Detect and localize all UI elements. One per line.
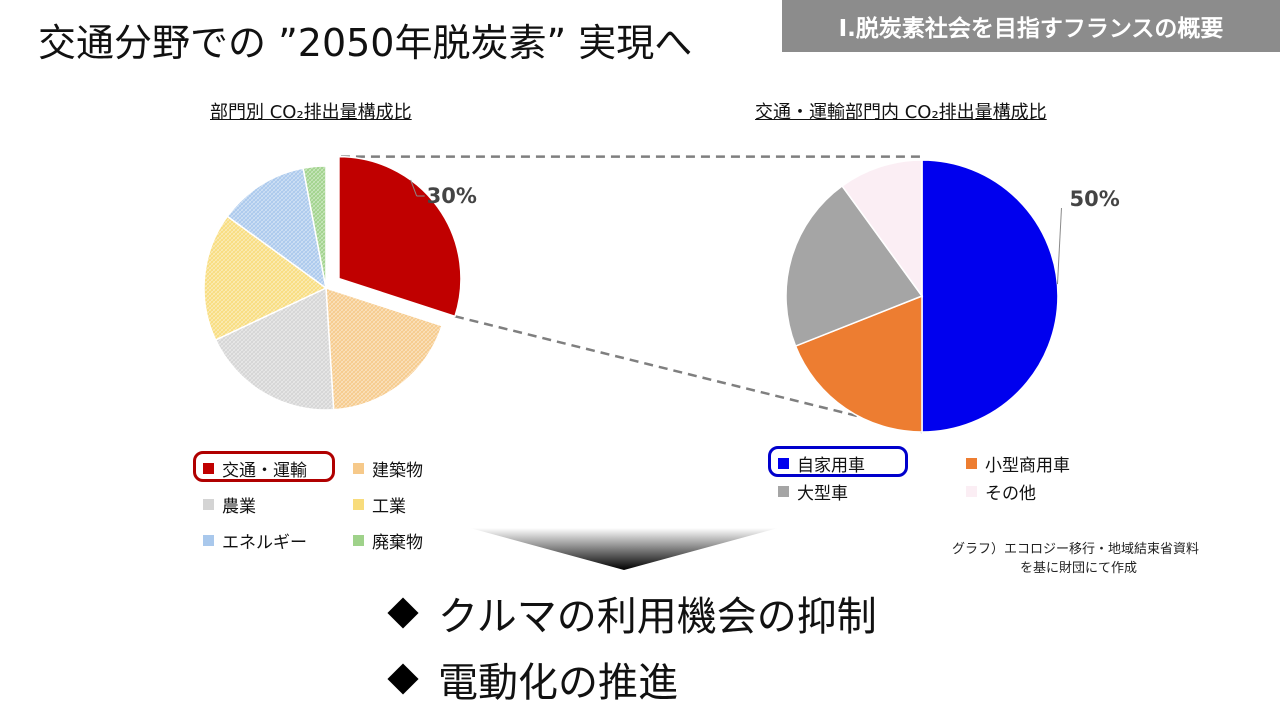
pie-slice-交通・運輸 — [338, 155, 462, 318]
legend-highlight-box — [768, 446, 908, 477]
pie-slice-自家用車 — [921, 159, 1059, 433]
source-note-line1: グラフ）エコロジー移行・地域結束省資料 — [952, 542, 1200, 557]
legend-item: 建築物 — [353, 456, 423, 481]
chart-title-transport: 交通・運輸部門内 CO₂排出量構成比 — [755, 102, 1047, 123]
legend-item: 交通・運輸 — [203, 456, 307, 481]
data-label: 30% — [427, 184, 477, 208]
diamond-bullet-icon — [387, 597, 419, 629]
legend-item: エネルギー — [203, 528, 307, 553]
bullet-text: クルマの利用機会の抑制 — [438, 594, 877, 640]
legend-label: 自家用車 — [797, 456, 865, 476]
legend-swatch-icon — [203, 535, 214, 546]
legend-item: その他 — [966, 479, 1036, 504]
chart-title-sectors: 部門別 CO₂排出量構成比 — [210, 102, 412, 123]
pie-slice-廃棄物 — [302, 165, 327, 289]
legend-swatch-icon — [353, 499, 364, 510]
legend-item: 廃棄物 — [353, 528, 423, 553]
legend-swatch-icon — [778, 458, 789, 469]
legend-item: 小型商用車 — [966, 451, 1070, 476]
bullet-item: クルマの利用機会の抑制 — [386, 584, 877, 642]
bullet-item: 電動化の推進 — [386, 650, 678, 708]
bullet-text: 電動化の推進 — [438, 660, 678, 706]
legend-label: 廃棄物 — [372, 533, 423, 553]
legend-item: 農業 — [203, 492, 256, 517]
legend-item: 大型車 — [778, 479, 848, 504]
legend-swatch-icon — [203, 463, 214, 474]
connector-line-bottom — [454, 315, 923, 434]
data-label: 50% — [1069, 187, 1119, 211]
pie-slice-その他 — [841, 159, 923, 299]
source-note: グラフ）エコロジー移行・地域結束省資料 を基に財団にて作成 — [952, 540, 1199, 578]
legend-swatch-icon — [966, 458, 977, 469]
data-label-leader — [410, 179, 418, 197]
legend-label: エネルギー — [222, 533, 307, 553]
data-label-leader — [1056, 207, 1062, 285]
legend-label: 小型商用車 — [985, 456, 1070, 476]
legend-item: 工業 — [353, 492, 406, 517]
legend-swatch-icon — [966, 486, 977, 497]
pie-slice-大型車 — [785, 184, 924, 348]
legend-label: 建築物 — [372, 461, 423, 481]
section-tag: Ⅰ.脱炭素社会を目指すフランスの概要 — [782, 0, 1280, 52]
funnel-arrow-shape — [470, 528, 778, 570]
pie-slice-建築物 — [325, 286, 443, 411]
legend-swatch-icon — [353, 463, 364, 474]
legend-label: 交通・運輸 — [222, 461, 307, 481]
legend-label: その他 — [985, 484, 1036, 504]
legend-swatch-icon — [778, 486, 789, 497]
legend-highlight-box — [193, 451, 335, 482]
legend-swatch-icon — [353, 535, 364, 546]
pie-slice-工業 — [203, 215, 328, 341]
pie-slice-農業 — [214, 286, 335, 411]
legend-item: 自家用車 — [778, 451, 865, 476]
page-title: 交通分野での ”2050年脱炭素” 実現へ — [38, 21, 693, 65]
pie-slice-エネルギー — [226, 167, 328, 290]
legend-label: 大型車 — [797, 484, 848, 504]
pie-slice-小型商用車 — [794, 294, 923, 433]
legend-swatch-icon — [203, 499, 214, 510]
diamond-bullet-icon — [387, 663, 419, 695]
source-note-line2: を基に財団にて作成 — [1020, 561, 1138, 576]
legend-label: 工業 — [372, 497, 406, 517]
legend-label: 農業 — [222, 497, 256, 517]
